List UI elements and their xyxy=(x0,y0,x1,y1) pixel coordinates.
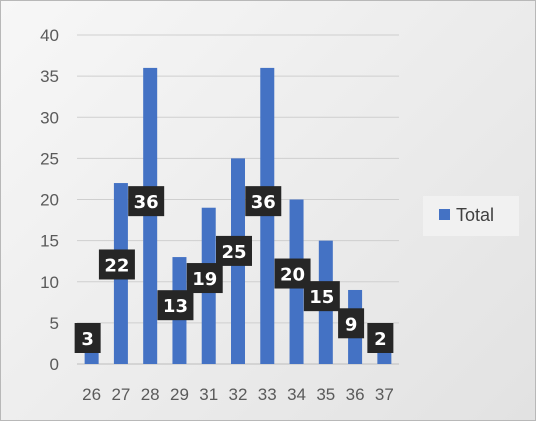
x-tick-label: 37 xyxy=(375,385,394,404)
y-tick-label: 15 xyxy=(40,232,59,251)
data-label-box xyxy=(303,281,340,312)
x-tick-label: 28 xyxy=(141,385,160,404)
data-label-box xyxy=(157,290,194,321)
data-label: 36 xyxy=(134,192,159,213)
data-label-box xyxy=(245,186,282,217)
x-tick-label: 35 xyxy=(316,385,335,404)
y-tick-label: 20 xyxy=(40,191,59,210)
y-tick-label: 30 xyxy=(40,108,59,127)
x-tick-label: 36 xyxy=(346,385,365,404)
y-tick-label: 40 xyxy=(40,26,59,45)
data-label: 20 xyxy=(280,265,305,286)
data-label: 3 xyxy=(81,329,94,350)
data-label-box xyxy=(98,249,135,280)
y-axis-ticks: 0 5 10 15 20 25 30 35 40 xyxy=(40,26,59,374)
x-axis-ticks: 26 27 28 29 31 32 33 34 35 36 37 xyxy=(82,385,394,404)
x-tick-label: 33 xyxy=(258,385,277,404)
data-label: 22 xyxy=(104,255,129,276)
legend-label-total: Total xyxy=(456,205,494,225)
y-tick-label: 0 xyxy=(50,355,59,374)
x-tick-label: 29 xyxy=(170,385,189,404)
x-tick-label: 31 xyxy=(199,385,218,404)
legend-swatch xyxy=(439,209,450,220)
data-label: 15 xyxy=(309,287,334,308)
data-label: 19 xyxy=(192,269,217,290)
data-label-box xyxy=(186,263,223,294)
data-label-box xyxy=(367,323,394,353)
data-label: 25 xyxy=(221,242,246,263)
y-tick-label: 25 xyxy=(40,149,59,168)
y-tick-label: 35 xyxy=(40,67,59,86)
y-tick-label: 10 xyxy=(40,273,59,292)
data-label: 2 xyxy=(374,329,387,350)
data-label-box xyxy=(216,235,252,266)
legend: Total xyxy=(423,196,519,236)
y-tick-label: 5 xyxy=(50,314,59,333)
x-tick-label: 32 xyxy=(229,385,248,404)
data-label-box xyxy=(338,308,365,339)
data-label-box xyxy=(74,323,101,353)
x-tick-label: 26 xyxy=(82,385,101,404)
data-label: 13 xyxy=(163,296,188,317)
data-label-box xyxy=(128,186,165,217)
x-tick-label: 34 xyxy=(287,385,306,404)
x-tick-label: 27 xyxy=(111,385,130,404)
data-label: 9 xyxy=(345,314,358,335)
data-label: 36 xyxy=(251,192,276,213)
